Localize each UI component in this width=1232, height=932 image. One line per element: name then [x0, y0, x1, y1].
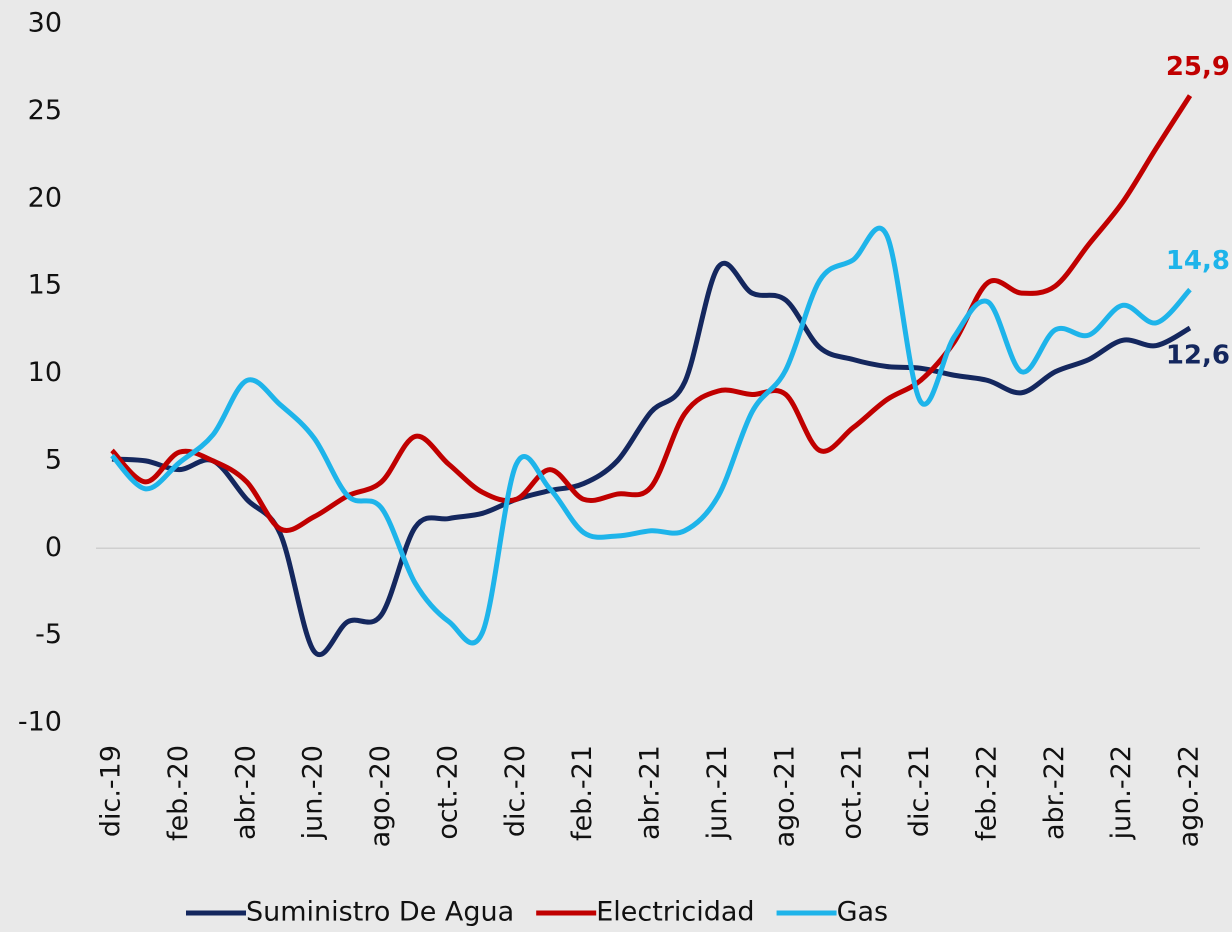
y-tick-label: 0 — [45, 532, 62, 563]
x-tick-label: feb.-20 — [163, 745, 194, 841]
x-tick-label: ago.-22 — [1174, 745, 1205, 847]
legend-label: Electricidad — [596, 897, 754, 928]
x-tick-label: jun.-21 — [702, 745, 733, 840]
x-tick-label: ago.-21 — [769, 745, 800, 847]
legend-label: Suministro De Agua — [246, 897, 514, 928]
x-tick-label: feb.-22 — [971, 745, 1002, 841]
y-tick-label: 30 — [28, 8, 62, 39]
line — [110, 225, 1192, 646]
data-label: 12,6 — [1166, 341, 1230, 371]
y-tick-label: -5 — [35, 619, 62, 650]
data-label: 25,9 — [1166, 52, 1230, 82]
y-tick-label: 10 — [28, 357, 62, 388]
y-tick-label: 5 — [45, 444, 62, 475]
data-label: 14,8 — [1166, 246, 1230, 276]
x-tick-label: oct.-21 — [837, 745, 868, 840]
x-tick-label: oct.-20 — [432, 745, 463, 840]
x-tick-label: abr.-21 — [635, 745, 666, 840]
y-tick-label: 20 — [28, 182, 62, 213]
x-tick-label: dic.-19 — [96, 745, 127, 837]
x-tick-label: dic.-20 — [500, 745, 531, 837]
y-tick-label: 15 — [28, 270, 62, 301]
line — [111, 261, 1192, 657]
legend-label: Gas — [837, 897, 889, 928]
x-tick-label: abr.-20 — [230, 745, 261, 840]
x-tick-label: feb.-21 — [567, 745, 598, 841]
x-tick-label: jun.-20 — [298, 745, 329, 840]
x-tick-label: abr.-22 — [1039, 745, 1070, 840]
x-tick-label: ago.-20 — [365, 745, 396, 847]
y-tick-label: 25 — [28, 95, 62, 126]
line — [110, 94, 1193, 533]
x-tick-label: dic.-21 — [904, 745, 935, 837]
y-tick-label: -10 — [18, 707, 62, 738]
x-tick-label: jun.-22 — [1106, 745, 1137, 840]
